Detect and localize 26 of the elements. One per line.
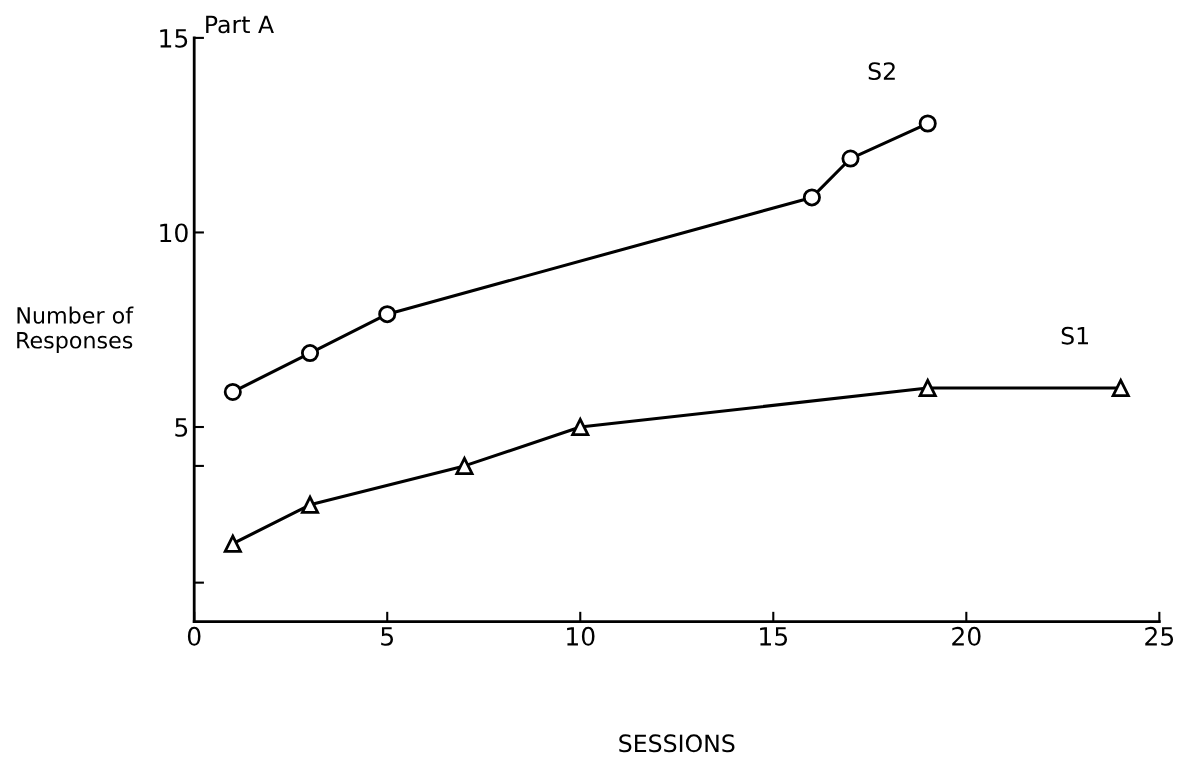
y-axis-title: Number of Responses [17, 306, 134, 353]
series-label: S2 [868, 62, 895, 81]
point [223, 534, 242, 553]
x-tick-label: 20 [952, 626, 981, 646]
x-tick-label: 15 [760, 627, 788, 646]
point [1111, 379, 1130, 398]
point [300, 495, 320, 514]
x-tick-label: 5 [381, 627, 393, 646]
point [841, 149, 860, 168]
x-axis-title: SESSIONS [619, 734, 735, 753]
chart-title: Part A [206, 15, 274, 34]
y-tick-label: 10 [160, 223, 188, 243]
y-tick-label: 5 [175, 418, 188, 437]
point [455, 456, 474, 475]
x-tick-label: 10 [567, 626, 595, 646]
point [300, 344, 320, 363]
point [571, 417, 590, 437]
y-tick-label: 15 [160, 29, 188, 48]
series-label: S1 [1061, 326, 1088, 345]
point [918, 379, 937, 398]
x-tick-label: 0 [187, 626, 201, 646]
point [918, 114, 937, 133]
point [223, 382, 242, 402]
x-tick-label: 25 [1145, 626, 1174, 646]
point [378, 305, 397, 324]
point [802, 188, 821, 207]
